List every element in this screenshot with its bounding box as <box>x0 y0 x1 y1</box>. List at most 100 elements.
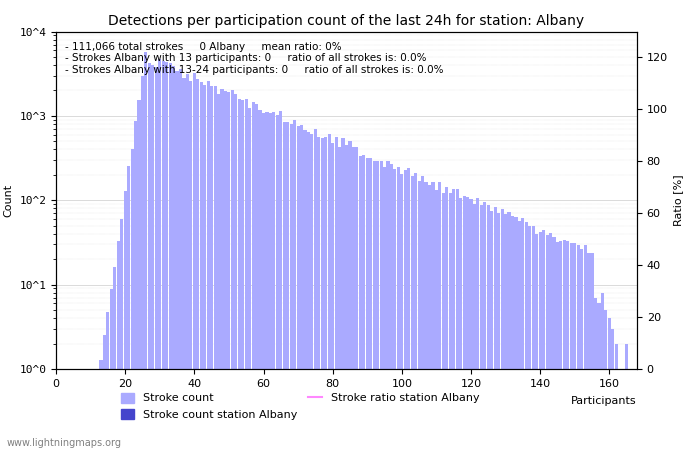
Bar <box>490 211 493 450</box>
Bar <box>400 174 403 450</box>
Bar <box>331 144 334 450</box>
Bar <box>622 369 624 450</box>
Bar <box>386 161 390 450</box>
Bar <box>248 108 251 450</box>
Bar <box>545 235 549 450</box>
Y-axis label: Ratio [%]: Ratio [%] <box>673 175 683 226</box>
Bar <box>137 99 141 450</box>
Bar <box>134 121 137 450</box>
Bar <box>176 71 178 450</box>
Bar <box>615 344 618 450</box>
Bar <box>573 243 576 450</box>
Bar <box>552 237 556 450</box>
Bar <box>214 86 216 450</box>
Bar <box>494 207 497 450</box>
Bar <box>303 130 307 450</box>
Bar <box>379 161 383 450</box>
Bar <box>508 212 510 450</box>
Bar <box>300 126 303 450</box>
Bar <box>255 104 258 450</box>
Bar <box>390 164 393 450</box>
Bar <box>113 267 116 450</box>
Bar <box>518 220 521 450</box>
Bar <box>611 329 615 450</box>
Bar <box>362 155 365 450</box>
Bar <box>199 82 203 450</box>
Bar <box>324 137 328 450</box>
Bar <box>183 78 186 450</box>
Bar <box>549 233 552 450</box>
Bar <box>234 94 237 450</box>
Bar <box>144 52 148 450</box>
Bar <box>224 90 227 450</box>
Bar <box>162 62 164 450</box>
Bar <box>428 185 431 450</box>
Bar <box>584 245 587 450</box>
Text: - 111,066 total strokes     0 Albany     mean ratio: 0%
- Strokes Albany with 13: - 111,066 total strokes 0 Albany mean ra… <box>64 42 443 75</box>
Bar <box>435 190 438 450</box>
Bar <box>297 126 300 450</box>
Bar <box>117 241 120 450</box>
Bar <box>601 293 604 450</box>
Bar <box>310 134 314 450</box>
Bar <box>604 310 608 450</box>
Bar <box>293 121 296 450</box>
Bar <box>231 90 234 450</box>
Bar <box>110 289 113 450</box>
Bar <box>369 158 372 450</box>
Bar <box>262 113 265 450</box>
Bar <box>504 214 507 450</box>
Bar <box>349 141 351 450</box>
Bar <box>155 67 158 450</box>
Bar <box>238 99 241 450</box>
Bar <box>424 182 428 450</box>
Bar <box>365 158 369 450</box>
Bar <box>404 170 407 450</box>
Bar <box>186 73 189 450</box>
Bar <box>314 130 317 450</box>
Bar <box>251 102 255 450</box>
Title: Detections per participation count of the last 24h for station: Albany: Detections per participation count of th… <box>108 14 584 27</box>
Bar <box>228 92 230 450</box>
Bar <box>580 249 583 450</box>
Bar <box>542 230 545 450</box>
Bar <box>269 113 272 450</box>
Bar <box>99 360 102 450</box>
Bar <box>272 112 275 450</box>
Bar <box>127 166 130 450</box>
Bar <box>411 176 414 450</box>
Bar <box>376 161 379 450</box>
Bar <box>559 241 563 450</box>
Bar <box>528 226 531 450</box>
Bar <box>372 162 376 450</box>
Bar <box>172 66 175 450</box>
Bar <box>473 204 476 450</box>
Bar <box>196 79 200 450</box>
Bar <box>206 81 210 450</box>
Bar <box>525 222 528 450</box>
Bar <box>283 122 286 450</box>
Bar <box>597 303 601 450</box>
Bar <box>480 205 483 450</box>
Bar <box>148 63 151 450</box>
Bar <box>179 69 182 450</box>
Bar <box>338 147 341 450</box>
Text: Participants: Participants <box>571 396 637 406</box>
Bar <box>307 132 310 450</box>
Bar <box>577 245 580 450</box>
Bar <box>438 182 442 450</box>
Bar <box>566 241 569 450</box>
Bar <box>414 173 417 450</box>
Bar <box>456 189 458 450</box>
Bar <box>538 232 542 450</box>
Bar <box>618 369 622 450</box>
Bar <box>120 219 123 450</box>
Bar <box>210 86 214 450</box>
Bar <box>276 115 279 450</box>
Bar <box>328 134 331 450</box>
Bar <box>165 62 168 450</box>
Bar <box>321 138 324 450</box>
Bar <box>290 125 293 450</box>
Bar <box>393 169 396 450</box>
Bar <box>279 111 282 450</box>
